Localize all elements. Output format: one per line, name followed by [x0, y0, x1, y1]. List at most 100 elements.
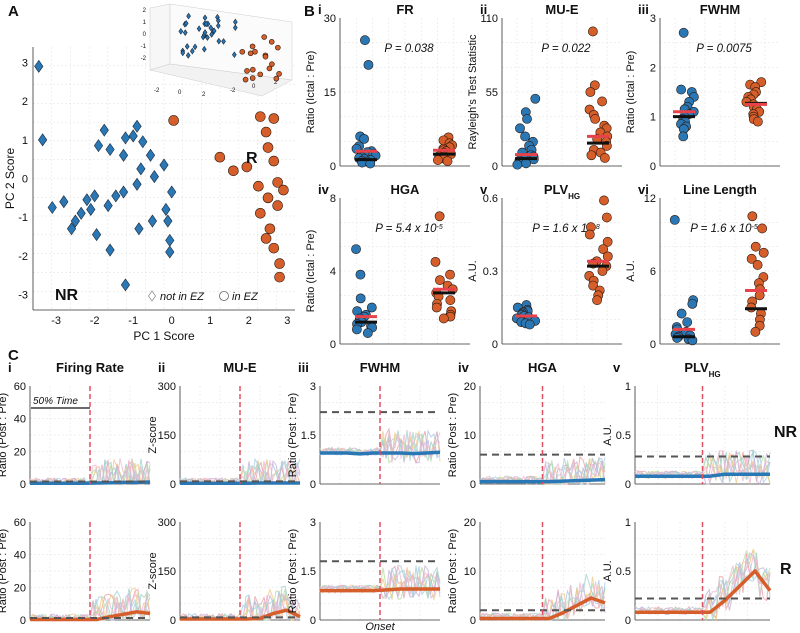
y-axis-label: Ratio (Post : Pre): [287, 529, 299, 613]
circle-point: [268, 113, 280, 124]
diamond-point: [161, 202, 171, 216]
diamond-point: [136, 162, 146, 176]
diamond-point: [128, 129, 138, 143]
diamond-point: [209, 31, 214, 38]
circle-point: [758, 247, 769, 258]
inset-tick: 2: [143, 8, 147, 14]
group-label-r: R: [246, 150, 258, 167]
y-tick-label: 0.5: [616, 566, 631, 578]
y-tick-label: 20: [14, 582, 26, 594]
circle-point: [754, 290, 765, 301]
p-value-annotation: P = 0.022: [541, 43, 591, 55]
diamond-point: [216, 37, 222, 45]
y-tick-label: 110: [480, 13, 498, 25]
diamond-point: [178, 27, 184, 35]
circle-point: [435, 275, 445, 286]
diamond-point: [159, 158, 169, 172]
subpanel-title: HGA: [391, 182, 421, 197]
strip-plot-iv: 0 4 8 Ratio (Ictal : Pre) iv HGA P = 5.4 x 10-…: [305, 182, 470, 351]
subpanel-title: Firing Rate: [56, 360, 124, 375]
circle-point: [589, 80, 600, 91]
diamond-point: [185, 52, 191, 59]
circle-point: [587, 26, 598, 37]
circle-point: [445, 269, 455, 280]
y-tick-label: 60: [14, 517, 26, 529]
diamond-point: [111, 189, 121, 203]
diamond-point: [165, 245, 175, 259]
subpanel-numeral: i: [318, 2, 322, 17]
circle-point: [266, 65, 273, 72]
diamond-point: [167, 185, 177, 199]
row-label-r: R: [780, 561, 792, 578]
strip-plot-iii: 0 1 2 3 Ratio (Ictal : Pre) iii FWHM P = 0.0075: [625, 2, 780, 173]
circle-point: [261, 34, 267, 40]
y-tick-label: 55: [486, 87, 498, 99]
diamond-point: [186, 12, 191, 20]
diamond-point: [180, 49, 186, 57]
diamond-point: [134, 222, 144, 236]
subpanel-title: HGA: [528, 360, 558, 375]
diamond-point: [205, 34, 210, 41]
y-tick-label: 3: [310, 517, 316, 529]
circle-point: [678, 27, 689, 38]
diamond-point: [93, 139, 104, 153]
subpanel-numeral: iv: [458, 360, 470, 375]
strip-plot-i: 0 15 30 Ratio (Ictal : Pre) i FR P = 0.038: [305, 2, 470, 173]
diamond-point: [132, 177, 142, 191]
subpanel-title: PLVHG: [684, 360, 720, 379]
diamond-point: [202, 29, 208, 36]
y-tick-label: 20: [464, 517, 476, 529]
diamond-point: [208, 24, 214, 32]
time-course-nr-2: 0 1.5 3 Ratio (Post : Pre): [287, 381, 441, 491]
row-label-nr: NR: [774, 424, 798, 441]
y-tick-label: -3: [18, 290, 28, 302]
y-tick-label: 60: [14, 381, 26, 393]
time-course-nr-1: 0 150 300 Z-score: [147, 381, 301, 491]
diamond-point: [118, 185, 129, 199]
subpanel-numeral: ii: [480, 2, 487, 17]
y-tick-label: 1: [22, 135, 28, 147]
subpanel-numeral: i: [8, 360, 12, 375]
y-axis-label: Ratio (Ictal : Pre): [305, 230, 317, 313]
circle-point: [278, 184, 289, 196]
mean-trace: [480, 477, 606, 484]
diamond-point: [215, 22, 221, 30]
circle-point: [584, 229, 595, 240]
diamond-point: [34, 59, 44, 73]
y-tick-label: 0.5: [616, 430, 631, 442]
diamond-point: [221, 38, 226, 45]
y-tick-label: 1: [650, 112, 656, 124]
circle-point: [597, 266, 608, 276]
y-tick-label: 1: [625, 517, 631, 529]
y-tick-label: 3: [310, 381, 316, 393]
legend-r-text: in EZ: [232, 291, 259, 303]
y-tick-label: 300: [158, 381, 176, 393]
inset-tick: 0: [178, 90, 182, 96]
subpanel-numeral: iii: [638, 2, 649, 17]
y-axis-label: Z-score: [147, 552, 159, 589]
circle-point: [351, 244, 361, 254]
circle-point: [512, 159, 523, 170]
circle-point: [757, 223, 768, 234]
diamond-point: [165, 233, 175, 247]
y-tick-label: 1.5: [301, 566, 316, 578]
diamond-point: [105, 243, 115, 257]
circle-point: [434, 211, 445, 222]
circle-point: [530, 93, 541, 104]
circle-point: [250, 66, 256, 73]
individual-trace: [29, 594, 151, 621]
diamond-point: [47, 200, 57, 215]
y-tick-label: 0: [492, 161, 498, 173]
circle-point: [438, 313, 449, 324]
circle-point: [588, 280, 599, 291]
diamond-point: [76, 206, 86, 220]
time-course-r-0: 0 20 40 60 Ratio (Post : Pre): [0, 517, 151, 627]
y-tick-label: 0: [625, 615, 631, 627]
y-tick-label: 2: [650, 62, 656, 74]
y-tick-label: 300: [158, 517, 176, 529]
y-tick-label: -1: [18, 212, 28, 224]
y-axis-label: Ratio (Post : Pre): [447, 529, 459, 613]
superscript: -5: [752, 224, 758, 231]
circle-point: [746, 253, 757, 264]
